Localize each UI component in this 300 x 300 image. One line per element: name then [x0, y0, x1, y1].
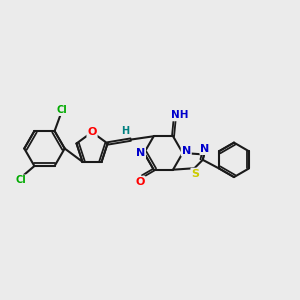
- Text: S: S: [191, 169, 199, 178]
- Text: H: H: [121, 126, 129, 136]
- Text: Cl: Cl: [16, 175, 26, 185]
- Text: N: N: [200, 144, 210, 154]
- Text: O: O: [135, 177, 145, 187]
- Text: N: N: [136, 148, 145, 158]
- Text: N: N: [182, 146, 191, 156]
- Text: O: O: [87, 127, 97, 137]
- Text: Cl: Cl: [57, 105, 68, 115]
- Text: NH: NH: [171, 110, 189, 120]
